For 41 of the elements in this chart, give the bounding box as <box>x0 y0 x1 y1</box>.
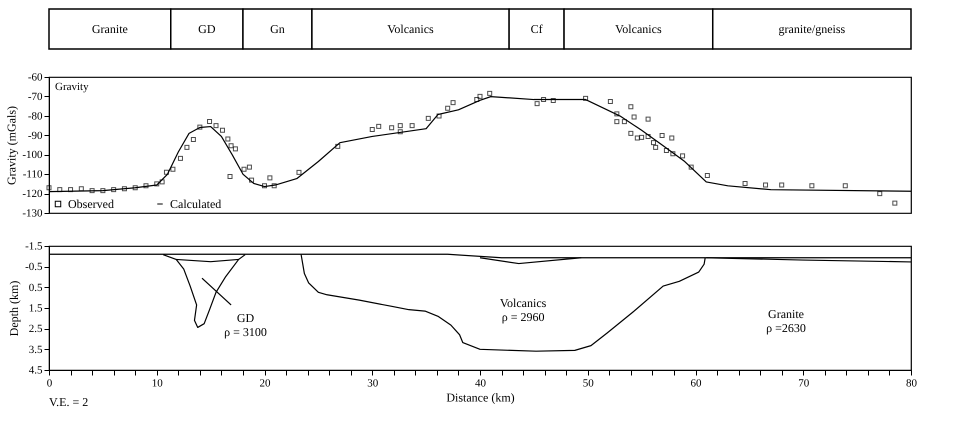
y-tick-label: -120 <box>22 188 43 200</box>
series-label: Volcanics <box>387 22 434 36</box>
x-tick-label: 30 <box>367 378 379 390</box>
series-label: granite/gneiss <box>778 22 846 36</box>
x-tick-label: 10 <box>152 378 164 390</box>
series-label: Granite <box>92 22 128 36</box>
x-tick-label: 80 <box>906 378 918 390</box>
series-label: Volcanics <box>615 22 662 36</box>
x-tick-label: 20 <box>260 378 271 390</box>
y-tick-label: 1.5 <box>28 302 43 314</box>
y-tick-label: -80 <box>28 110 43 122</box>
x-axis-title: Distance (km) <box>446 390 515 404</box>
y-tick-label: -90 <box>28 130 43 142</box>
y-tick-label: -60 <box>28 72 43 84</box>
x-tick-label: 50 <box>582 378 594 390</box>
y-tick-label: 4.5 <box>28 364 43 376</box>
legend-label: Observed <box>68 197 114 211</box>
series-label: Gn <box>270 22 285 36</box>
y-tick-label: 3.5 <box>28 344 43 356</box>
y-axis-title: Gravity (mGals) <box>4 106 18 185</box>
chart-title: Gravity <box>55 81 90 93</box>
legend-label: Calculated <box>170 197 222 211</box>
y-tick-label: 0.5 <box>28 282 43 294</box>
x-tick-label: 40 <box>475 378 486 390</box>
y-tick-label: -1.5 <box>25 240 43 252</box>
annotation: Granite ρ =2630 <box>766 307 806 336</box>
annotation: Volcanics ρ = 2960 <box>500 296 547 324</box>
x-tick-label: 0 <box>46 378 53 390</box>
y-axis-title: Depth (km) <box>7 280 22 336</box>
text: V.E. = 2 <box>49 395 88 410</box>
x-tick-label: 70 <box>798 378 810 390</box>
y-tick-label: -70 <box>28 90 43 103</box>
y-tick-label: -110 <box>22 168 43 181</box>
y-tick-label: -130 <box>22 208 43 220</box>
series-label: Cf <box>530 22 543 36</box>
series-label: GD <box>198 22 216 36</box>
y-tick-label: -100 <box>22 149 43 162</box>
annotation: GD ρ = 3100 <box>224 310 267 339</box>
x-tick-label: 60 <box>690 378 702 390</box>
y-tick-label: -0.5 <box>25 261 43 274</box>
y-tick-label: 2.5 <box>28 323 43 336</box>
